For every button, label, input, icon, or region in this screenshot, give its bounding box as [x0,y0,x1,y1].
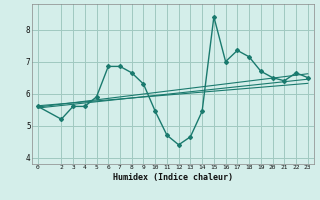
X-axis label: Humidex (Indice chaleur): Humidex (Indice chaleur) [113,173,233,182]
